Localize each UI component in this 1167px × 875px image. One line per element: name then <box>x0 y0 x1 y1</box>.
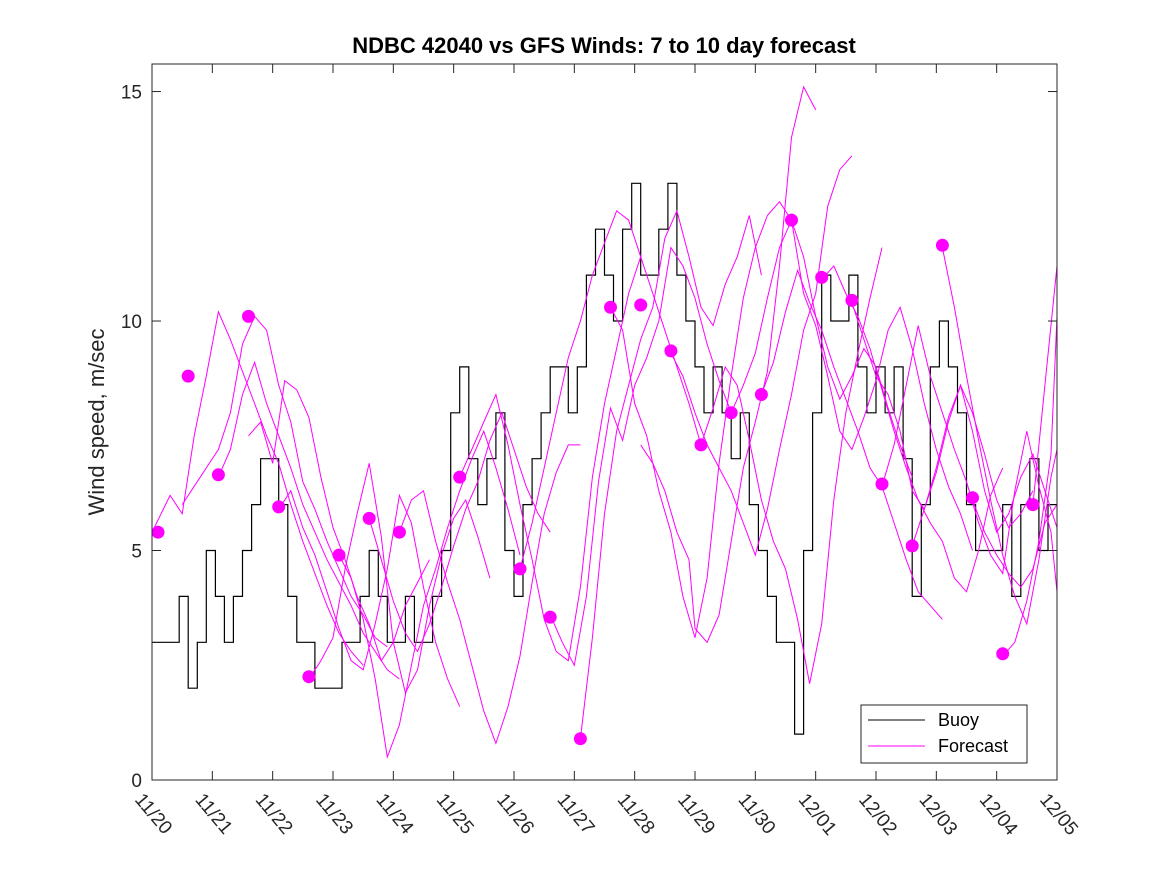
forecast-points-layer <box>151 213 1040 746</box>
forecast-point <box>211 468 225 482</box>
legend: Buoy Forecast <box>860 704 1028 764</box>
forecast-series-line <box>549 246 732 667</box>
forecast-series-line <box>181 315 388 648</box>
y-tick-label: 10 <box>121 312 142 333</box>
forecast-series-line <box>640 85 817 644</box>
forecast-point <box>785 213 798 227</box>
y-tick-label: 15 <box>121 83 142 104</box>
plot-frame <box>151 63 1058 781</box>
legend-box <box>860 704 1028 764</box>
plot-area <box>151 64 1058 780</box>
y-tick-label: 5 <box>131 542 142 563</box>
forecast-point <box>754 388 768 401</box>
forecast-series-line <box>730 218 913 478</box>
forecast-series-line <box>248 379 430 662</box>
chart-title: NDBC 42040 vs GFS Winds: 7 to 10 day for… <box>352 33 856 58</box>
forecast-point <box>302 670 316 684</box>
forecast-series-line <box>1002 316 1058 657</box>
forecast-point <box>935 238 949 252</box>
forecast-point <box>513 562 527 576</box>
forecast-series-line <box>911 383 1058 547</box>
forecast-layer <box>151 85 1058 760</box>
forecast-point <box>332 548 346 562</box>
forecast-point <box>724 406 738 420</box>
forecast-series-line <box>1032 265 1058 505</box>
y-tick-label: 0 <box>131 771 142 792</box>
plot-background <box>152 64 1057 780</box>
legend-label-buoy: Buoy <box>938 710 979 730</box>
forecast-series-line <box>398 444 581 745</box>
forecast-series-line <box>670 155 853 557</box>
y-axis-label: Wind speed, m/sec <box>84 328 109 515</box>
forecast-series-line <box>459 256 642 662</box>
forecast-point <box>845 293 859 307</box>
forecast-series-line <box>791 220 973 551</box>
forecast-series-line <box>610 200 792 638</box>
forecast-point <box>694 438 708 452</box>
forecast-point <box>905 539 919 553</box>
forecast-series-line <box>972 499 1058 589</box>
y-axis: 0 5 10 15 <box>121 83 1057 792</box>
forecast-point <box>634 298 648 312</box>
forecast-point <box>875 477 889 491</box>
forecast-point <box>272 500 286 514</box>
forecast-series-line <box>700 247 883 684</box>
forecast-point <box>362 511 376 525</box>
forecast-point <box>181 369 195 383</box>
forecast-point <box>664 344 678 358</box>
forecast-point <box>573 732 587 746</box>
forecast-series-line <box>760 268 943 620</box>
forecast-point <box>966 491 979 505</box>
legend-label-forecast: Forecast <box>938 736 1008 756</box>
forecast-point <box>392 525 406 539</box>
forecast-point <box>604 300 617 314</box>
forecast-series-line <box>308 463 491 695</box>
forecast-series-line <box>217 360 400 680</box>
forecast-series-line <box>368 411 551 653</box>
forecast-series-line <box>151 310 364 666</box>
forecast-point <box>815 270 829 284</box>
forecast-series-line <box>851 302 1034 529</box>
forecast-point <box>1026 498 1040 512</box>
forecast-point <box>151 525 165 539</box>
forecast-series-line <box>338 429 521 760</box>
forecast-point <box>543 610 557 624</box>
forecast-series-line <box>579 209 762 739</box>
forecast-point <box>996 647 1010 661</box>
forecast-point <box>242 309 255 323</box>
forecast-point <box>453 470 467 484</box>
